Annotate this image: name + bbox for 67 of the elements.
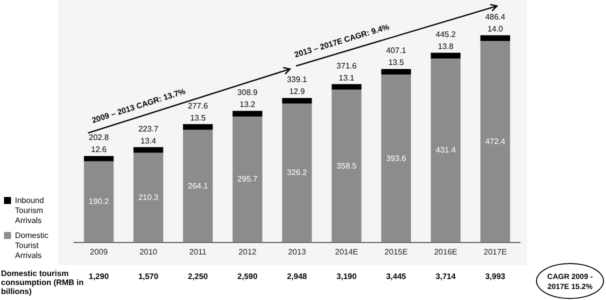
data-label: 12.6 [90, 145, 108, 154]
bar [183, 130, 213, 242]
total-label: 223.7 [138, 124, 159, 134]
data-label: 12.9 [289, 87, 306, 96]
data-label: 326.2 [286, 168, 308, 178]
bar [332, 84, 362, 90]
x-tick-label: 2011 [189, 247, 208, 256]
bar [232, 116, 262, 242]
bar [332, 90, 362, 242]
bar [282, 98, 312, 104]
text: 3,993 [484, 272, 506, 281]
total-label: 407.1 [386, 46, 407, 56]
text: 3,445 [385, 272, 408, 281]
text: 2,590 [236, 272, 258, 281]
bar [282, 103, 312, 242]
x-tick-label: 2014E [334, 247, 358, 256]
data-label: 210.3 [138, 192, 159, 202]
total-label: 371.6 [336, 61, 358, 70]
text: Domestic tourism consumption (RMB in billions) [1, 269, 85, 296]
total-label: 202.8 [88, 133, 110, 142]
data-label: 13.2 [240, 100, 256, 110]
x-tick-label: 2015E [384, 247, 408, 256]
text: 1,290 [88, 272, 109, 281]
total-label: 277.6 [188, 101, 208, 110]
text: 3,190 [336, 272, 358, 281]
bar [133, 152, 164, 242]
data-label: 472.4 [485, 136, 506, 146]
data-label: 393.6 [386, 154, 407, 163]
total-label: 308.9 [237, 88, 258, 98]
data-label: 295.7 [237, 174, 258, 184]
x-tick-label: 2012 [238, 247, 257, 256]
total-label: 339.1 [286, 75, 308, 84]
bar [381, 69, 411, 75]
data-label: 358.5 [336, 161, 358, 170]
data-label: 264.1 [188, 181, 208, 190]
bar [430, 58, 461, 242]
data-label: 13.1 [338, 73, 355, 82]
annotation: 2009 – 2013 CAGR: 13.7% [90, 86, 187, 126]
text: 2,948 [286, 272, 308, 281]
bar [133, 147, 164, 153]
data-label: 13.5 [388, 58, 404, 68]
legend-label: Inbound Tourism Arrivals [15, 196, 45, 226]
x-tick-label: 2013 [288, 247, 306, 256]
bar [480, 41, 510, 242]
bar [480, 35, 510, 42]
data-label: 14.0 [487, 24, 504, 34]
bar [84, 156, 114, 162]
total-label: 486.4 [485, 12, 506, 22]
data-label: 13.8 [438, 42, 454, 51]
data-label: 13.5 [190, 113, 206, 122]
text: 1,570 [137, 272, 160, 281]
x-tick-label: 2009 [90, 247, 108, 256]
legend-label: Domestic Tourist Arrivals [15, 231, 50, 261]
data-label: 431.4 [436, 146, 456, 155]
data-label: 190.2 [88, 197, 110, 206]
x-tick-label: 2010 [139, 247, 158, 256]
x-tick-label: 2016E [434, 247, 458, 256]
data-label: 13.4 [140, 136, 157, 146]
text: 2,250 [186, 272, 209, 281]
total-label: 445.2 [436, 30, 456, 39]
text: 3,714 [434, 272, 457, 281]
bar [183, 124, 213, 130]
bar [84, 161, 114, 242]
bar [430, 52, 461, 59]
bar [381, 74, 411, 242]
bar [232, 110, 262, 116]
x-tick-label: 2017E [484, 247, 507, 256]
